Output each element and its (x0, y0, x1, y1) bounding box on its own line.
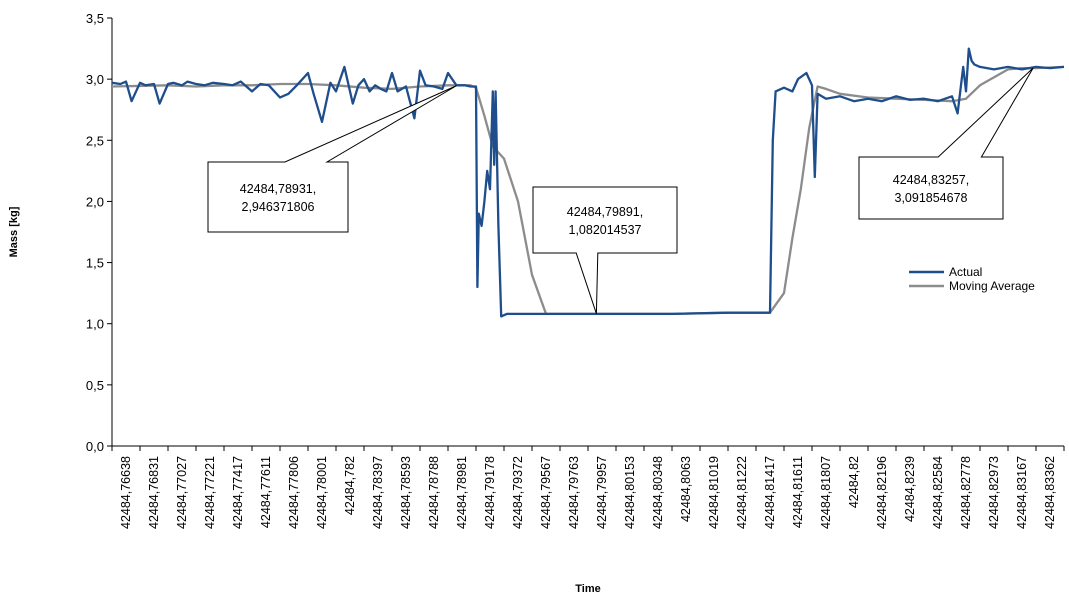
x-tick-label: 42484,80348 (651, 456, 665, 529)
y-tick-label: 3,0 (86, 72, 104, 87)
x-tick-label: 42484,79567 (539, 456, 553, 529)
x-tick-label: 42484,81807 (819, 456, 833, 529)
legend-label: Actual (949, 265, 982, 279)
x-tick-label: 42484,78788 (427, 456, 441, 529)
callout-box (858, 67, 1034, 220)
x-tick-label: 42484,77611 (259, 456, 273, 528)
x-tick-label: 42484,83362 (1043, 456, 1057, 529)
x-tick-label: 42484,82973 (987, 456, 1001, 529)
x-tick-label: 42484,81417 (763, 456, 777, 529)
x-tick-label: 42484,81019 (707, 456, 721, 529)
y-tick-label: 3,5 (86, 11, 104, 26)
callout-y-value: 3,091854678 (895, 191, 968, 205)
x-tick-label: 42484,81611 (791, 456, 805, 528)
x-tick-label: 42484,82778 (959, 456, 973, 529)
callouts: 42484,78931, 2,946371806 42484,79891, 1,082… (207, 67, 1034, 314)
callout-x-value: 42484,79891, (567, 205, 643, 219)
x-tick-label: 42484,782 (343, 456, 357, 515)
callout-box (207, 85, 457, 233)
y-tick-label: 1,0 (86, 317, 104, 332)
x-tick-label: 42484,77027 (175, 456, 189, 529)
x-tick-label: 42484,79957 (595, 456, 609, 529)
x-tick-label: 42484,80153 (623, 456, 637, 529)
x-tick-label: 42484,8063 (679, 456, 693, 522)
x-tick-label: 42484,77221 (203, 456, 217, 529)
x-tick-label: 42484,77806 (287, 456, 301, 529)
x-tick-label: 42484,78001 (315, 456, 329, 529)
x-tick-label: 42484,77417 (231, 456, 245, 529)
x-tick-label: 42484,81222 (735, 456, 749, 529)
series-line-actual (111, 47, 1065, 318)
y-tick-label: 0,0 (86, 439, 104, 454)
y-tick-label: 2,0 (86, 194, 104, 209)
series-layer (111, 47, 1065, 318)
x-tick-label: 42484,76638 (119, 456, 133, 529)
x-ticks: 42484,76638 42484,76831 42484,77027 42484,7… (111, 446, 1065, 529)
callout-y-value: 1,082014537 (569, 223, 642, 237)
x-tick-label: 42484,83167 (1015, 456, 1029, 529)
y-ticks: 0,0 0,5 1,0 1,5 2,0 2,5 3,0 3,5 (86, 11, 112, 454)
y-axis-title: Mass [kg] (8, 206, 20, 257)
y-tick-label: 0,5 (86, 378, 104, 393)
x-tick-label: 42484,82 (847, 456, 861, 508)
callout-1: 42484,78931, 2,946371806 (207, 85, 457, 233)
x-tick-label: 42484,79178 (483, 456, 497, 529)
callout-y-value: 2,946371806 (242, 200, 315, 214)
callout-x-value: 42484,83257, (893, 173, 969, 187)
y-tick-label: 2,5 (86, 133, 104, 148)
x-tick-label: 42484,79763 (567, 456, 581, 529)
callout-box (532, 186, 678, 314)
x-tick-label: 42484,82196 (875, 456, 889, 529)
callout-3: 42484,83257, 3,091854678 (858, 67, 1034, 220)
x-tick-label: 42484,78397 (371, 456, 385, 529)
callout-x-value: 42484,78931, (240, 182, 316, 196)
legend-label: Moving Average (949, 279, 1035, 293)
y-tick-label: 1,5 (86, 256, 104, 271)
x-tick-label: 42484,76831 (147, 456, 161, 529)
callout-2: 42484,79891, 1,082014537 (532, 186, 678, 314)
x-axis-title: Time (575, 583, 600, 595)
x-tick-label: 42484,8239 (903, 456, 917, 522)
x-tick-label: 42484,78593 (399, 456, 413, 529)
x-tick-label: 42484,79372 (511, 456, 525, 529)
x-tick-label: 42484,82584 (931, 456, 945, 529)
x-tick-label: 42484,78981 (455, 456, 469, 529)
